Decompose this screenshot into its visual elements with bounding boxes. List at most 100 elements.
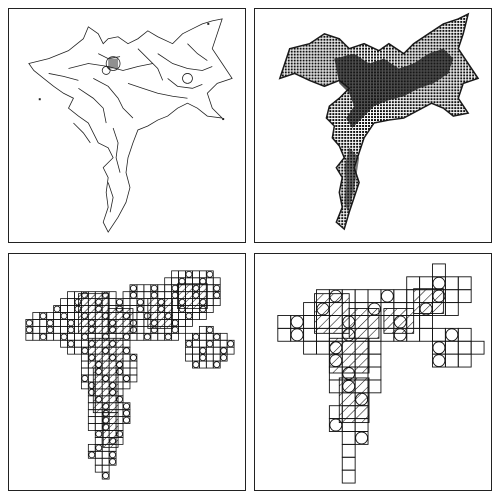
grid-cell (198, 270, 207, 279)
grid-circle (143, 333, 151, 341)
grid-cell (367, 379, 382, 394)
grid-cell (87, 450, 96, 459)
grid-cell (101, 471, 110, 480)
grid-cell (32, 319, 41, 327)
grid-cell (39, 325, 48, 334)
grid-cell (94, 443, 103, 452)
grid-cell (94, 457, 103, 466)
grid-cell (303, 340, 317, 355)
grid-cell (60, 339, 68, 348)
grid-circle (150, 326, 158, 334)
grid-cell (192, 339, 200, 348)
grid-circle (164, 333, 172, 341)
grid-circle (123, 375, 130, 382)
grid-circle (95, 395, 103, 403)
grid-circle (102, 333, 110, 341)
grid-cell (94, 416, 103, 424)
grid-cell (67, 305, 75, 313)
outline-drawing (28, 18, 233, 233)
grid-cell (367, 366, 382, 381)
grid-cell (136, 305, 145, 313)
outline-contour (28, 18, 233, 233)
grid-cell (143, 284, 152, 293)
grid-cell (39, 332, 48, 341)
grid-circle (342, 328, 356, 342)
grid-circle (95, 444, 103, 452)
grid-circle (130, 354, 137, 361)
grid-cell (150, 291, 159, 300)
grid-cell (101, 457, 110, 466)
grid-circle (130, 319, 137, 327)
grid-circle (171, 291, 179, 299)
grid-cell (185, 319, 193, 327)
grid-cell (122, 360, 131, 369)
coarse-hatched-region (314, 288, 444, 424)
grid-circle (116, 305, 123, 313)
grid-cell (178, 319, 186, 327)
grid-cell (198, 346, 207, 355)
grid-cell (32, 325, 41, 334)
grid-cell (87, 423, 96, 431)
grid-cell (60, 319, 68, 327)
grid-cell (122, 298, 131, 306)
grid-cell (198, 332, 207, 341)
grid-cell (393, 289, 408, 304)
grid-circle (67, 319, 75, 327)
grid-circle (329, 354, 343, 367)
grid-cell (143, 291, 152, 300)
grid-circle (432, 354, 446, 367)
grid-cell (432, 327, 446, 342)
grid-circle (81, 291, 89, 299)
grid-cell (277, 315, 292, 329)
grid-cell (212, 298, 221, 306)
grid-cell (157, 291, 166, 300)
grid-circle (192, 361, 200, 368)
grid-cell (212, 291, 221, 300)
grid-cell (419, 315, 433, 329)
grid-circle (88, 451, 96, 459)
grid-circle (102, 375, 110, 382)
grid-circle (109, 326, 116, 334)
grid-circle (46, 326, 54, 334)
grid-circle (130, 284, 137, 292)
grid-cell (101, 450, 110, 459)
grid-cell (354, 289, 369, 304)
grid-cell (185, 312, 193, 320)
grid-circle (150, 291, 158, 299)
grid-cell (150, 332, 159, 341)
grid-circle (157, 305, 165, 313)
grid-cell (74, 339, 82, 348)
grid-cell (94, 430, 103, 438)
grid-cell (470, 340, 485, 355)
grid-cell (198, 325, 207, 334)
grid-cell (444, 353, 459, 368)
grid-cell (122, 367, 131, 376)
silhouette-drawing (278, 12, 480, 231)
grid-cell (122, 409, 131, 418)
grid-cell (205, 270, 214, 279)
grid-circle (102, 291, 110, 299)
grid-cell (185, 353, 193, 362)
grid-circle (157, 298, 165, 306)
outline-panel (8, 8, 246, 243)
grid-cell (367, 289, 382, 304)
grid-circle (419, 302, 433, 316)
grid-cell (60, 312, 68, 320)
grid-cell (457, 276, 472, 291)
grid-cell (157, 332, 166, 341)
grid-cell (129, 367, 138, 376)
fine-grid-drawing (25, 270, 235, 480)
grid-cell (205, 305, 214, 313)
grid-cell (432, 263, 446, 278)
grid-cell (164, 284, 173, 293)
coarse-grid-cells (277, 263, 485, 484)
grid-cell (60, 298, 68, 306)
grid-cell (122, 332, 131, 341)
grid-circle (137, 298, 144, 306)
grid-circle (213, 333, 221, 341)
grid-cell (122, 374, 131, 383)
fine-grid-cells (25, 270, 235, 480)
grid-circle (393, 328, 407, 342)
grid-circle (109, 458, 116, 466)
grid-circle (109, 388, 116, 396)
